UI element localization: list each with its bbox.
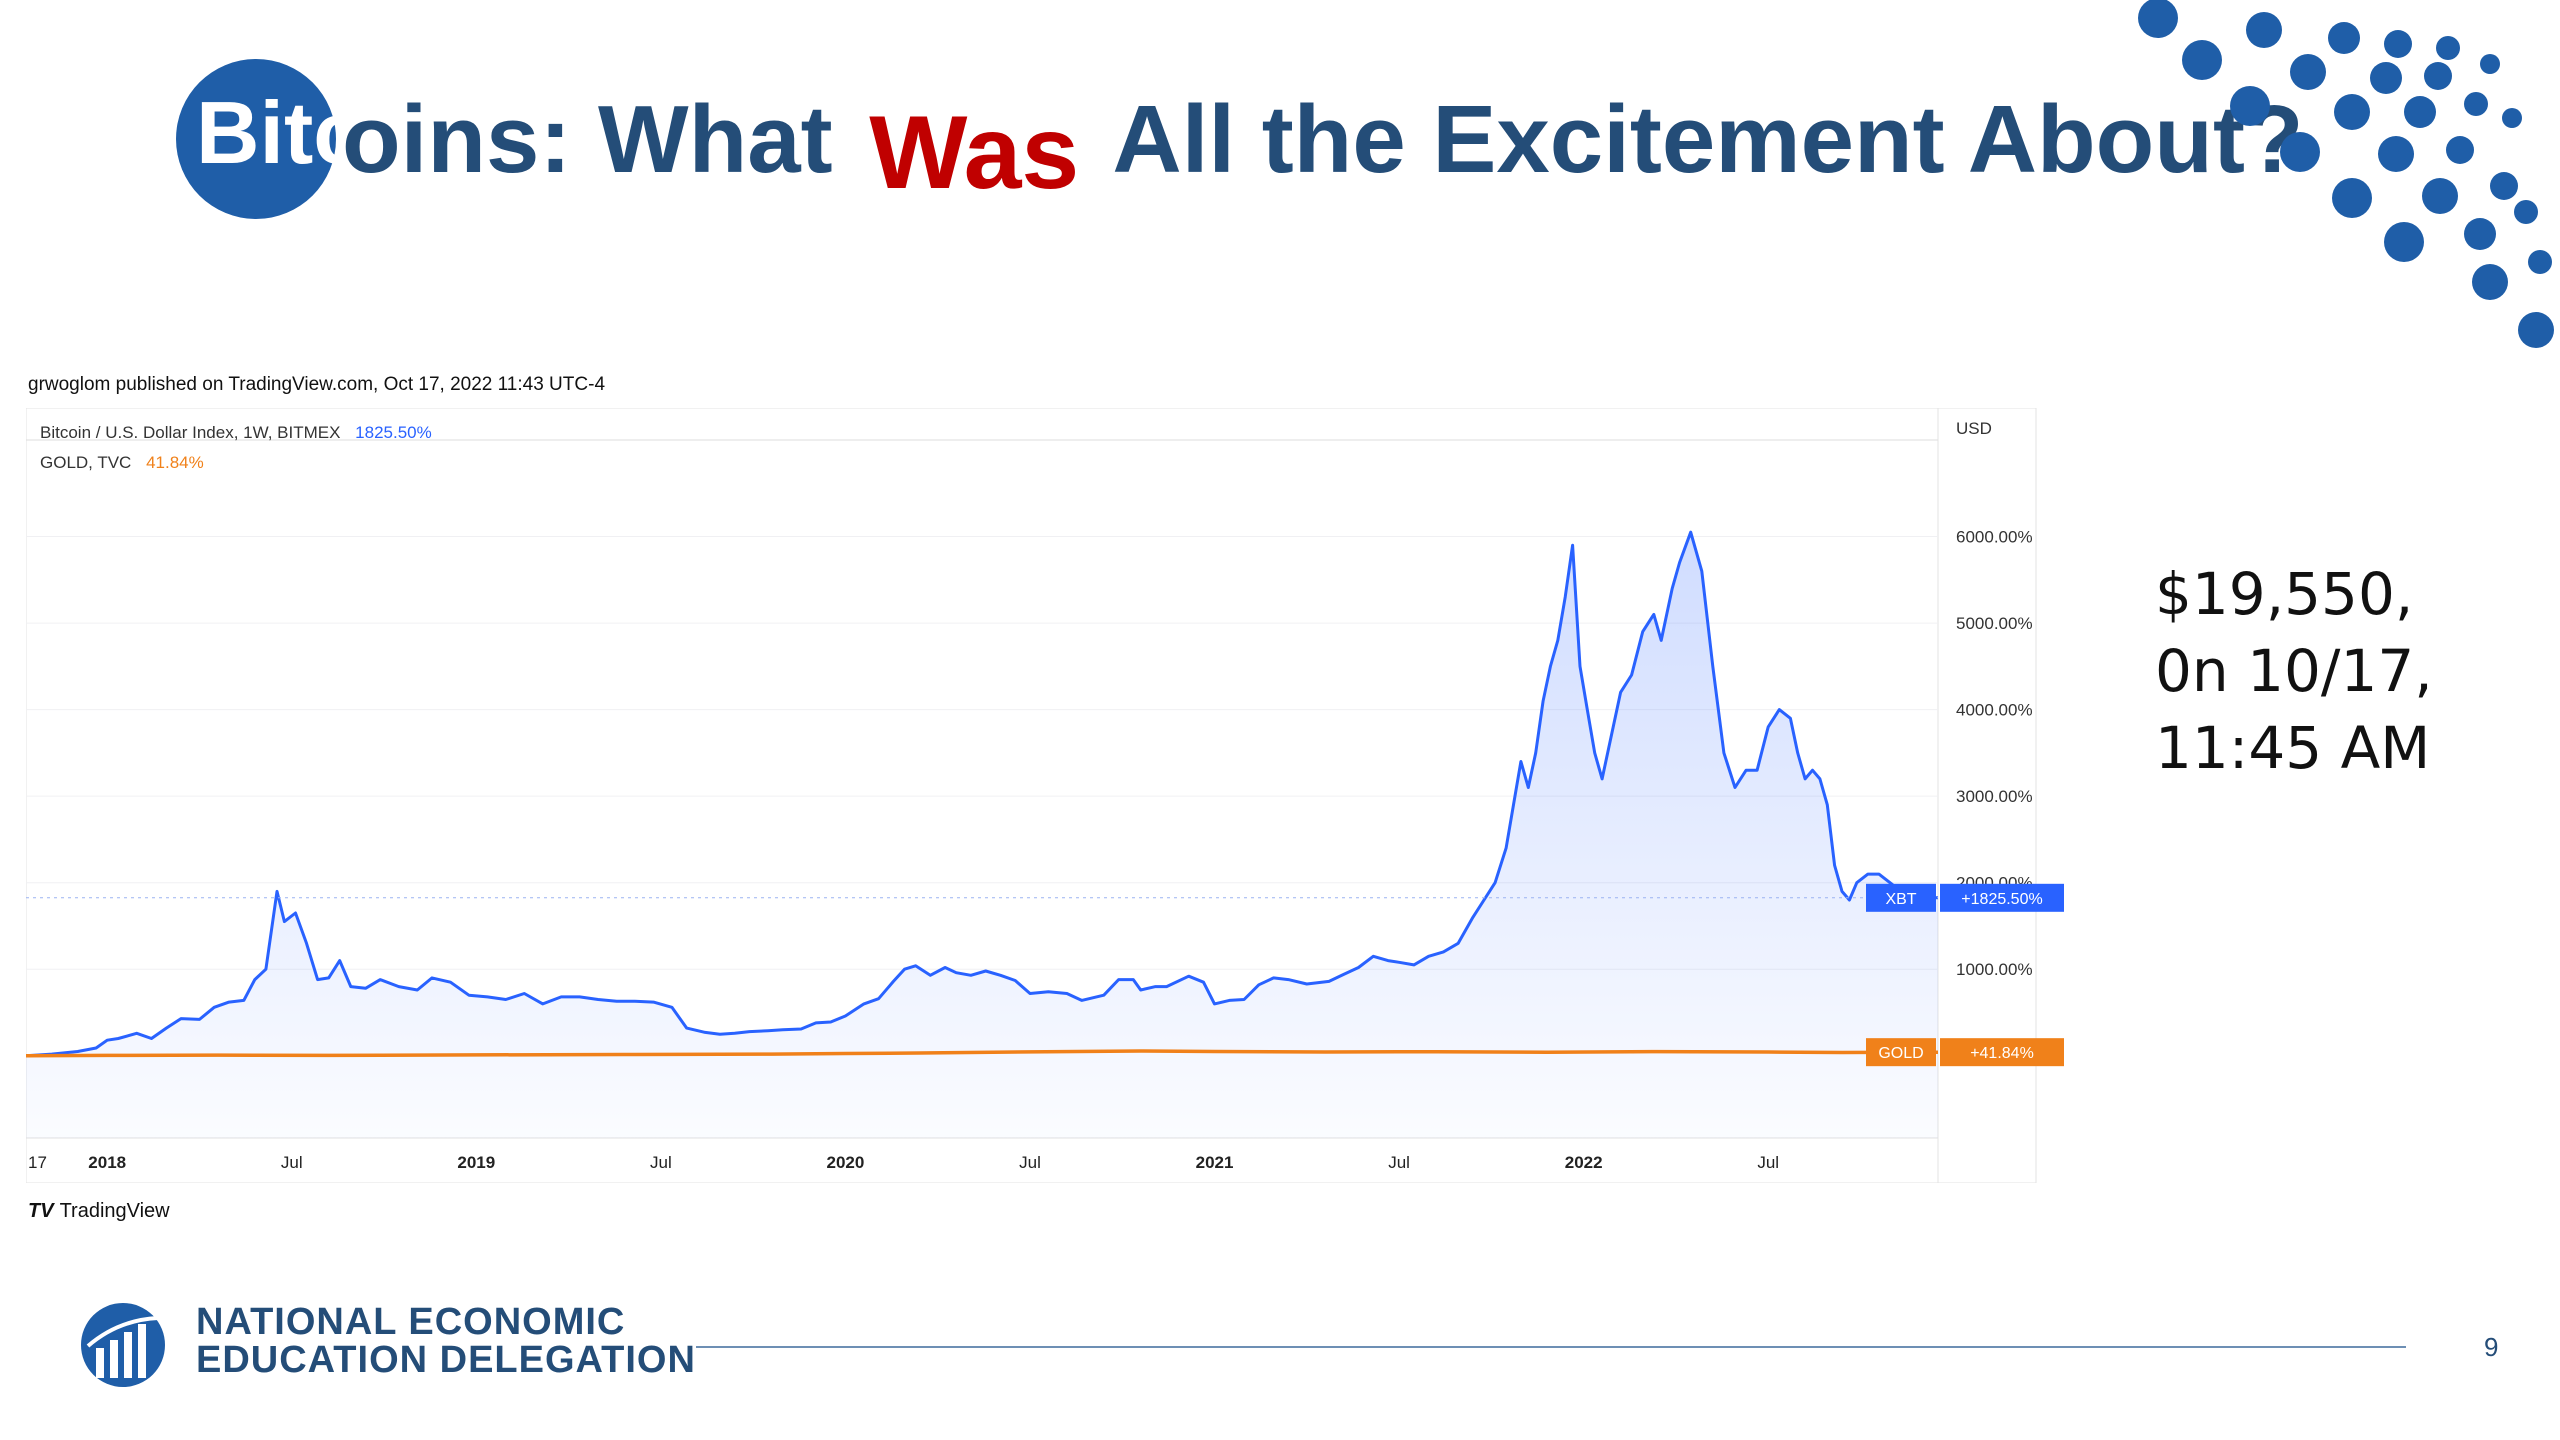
currency-label: USD [1956,419,1992,438]
decorative-dot [2528,250,2552,274]
footer-divider [696,1346,2406,1348]
decorative-dot [2518,312,2554,348]
y-tick-label: 3000.00% [1956,787,2033,806]
footer-org-line-1: NATIONAL ECONOMIC [196,1301,626,1343]
decorative-dot [2370,62,2402,94]
price-chart: 1000.00%2000.00%3000.00%4000.00%5000.00%… [26,408,2064,1183]
decorative-dot [2424,62,2452,90]
price-note-line-2: 0n 10/17, [2155,637,2433,705]
x-tick-label: 2018 [88,1153,126,1172]
footer-org-line-2: EDUCATION DELEGATION [196,1339,696,1381]
tradingview-logo: TV TradingView [28,1200,170,1223]
decorative-dot [2290,54,2326,90]
legend-xbt: Bitcoin / U.S. Dollar Index, 1W, BITMEX … [40,423,432,443]
series-value-label-xbt: +1825.50% [1961,891,2042,908]
x-tick-label: Jul [281,1153,303,1172]
decorative-dot [2334,94,2370,130]
x-tick-label: Jul [1019,1153,1041,1172]
y-tick-label: 1000.00% [1956,960,2033,979]
title-logo-text: Bitc [196,83,363,182]
decorative-dot [2182,40,2222,80]
decorative-dot [2502,108,2522,128]
series-value-box-gold [1940,1038,2064,1067]
x-tick-label: 2021 [1196,1153,1234,1172]
slide-title: oins: What Was All the Excitement About? [342,78,2304,211]
decorative-dot [2404,96,2436,128]
title-start: oins: What [342,86,833,193]
x-tick-label: 2019 [457,1153,495,1172]
decorative-dot [2378,136,2414,172]
x-tick-label: Jul [650,1153,672,1172]
need-logo-icon [81,1303,165,1387]
legend-gold-value: 41.84% [146,453,204,472]
series-tag-gold [1866,1038,1936,1067]
decorative-dot [2246,12,2282,48]
chart-publisher-line: grwoglom published on TradingView.com, O… [28,374,606,395]
y-tick-label: 6000.00% [1956,528,2033,547]
decorative-dot [2230,86,2270,126]
decorative-dots [2138,0,2554,348]
series-area-xbt [26,532,1938,1138]
price-note-line-1: $19,550, [2155,560,2414,628]
decorative-dot [2464,92,2488,116]
decorative-dot [2384,30,2412,58]
series-line-gold [26,1049,1939,1058]
decorative-dot [2422,178,2458,214]
decorative-dot [2514,200,2538,224]
decorative-dot [2138,0,2178,38]
decorative-dot [2446,136,2474,164]
series-value-box-xbt [1940,883,2064,912]
decorative-dot [2490,172,2518,200]
price-note-line-3: 11:45 AM [2155,714,2431,782]
series-line-xbt [26,530,1939,1058]
decorative-dot [2464,218,2496,250]
legend-xbt-name: Bitcoin / U.S. Dollar Index, 1W, BITMEX [40,423,341,442]
x-tick-label: 2020 [827,1153,865,1172]
y-tick-label: 4000.00% [1956,701,2033,720]
decorative-dot [2472,264,2508,300]
legend-xbt-value: 1825.50% [355,423,432,442]
footer-organization: NATIONAL ECONOMIC EDUCATION DELEGATION [196,1303,696,1379]
decorative-dot [2332,178,2372,218]
x-tick-label: Jul [1757,1153,1779,1172]
title-emphasis: Was [869,95,1080,211]
x-tick-label: 2022 [1565,1153,1603,1172]
legend-gold-name: GOLD, TVC [40,453,132,472]
tradingview-label: TradingView [59,1200,170,1222]
y-tick-label: 5000.00% [1956,614,2033,633]
page-number: 9 [2484,1332,2499,1362]
price-note: $19,550, 0n 10/17, 11:45 AM [2155,556,2433,787]
title-end: All the Excitement About? [1112,86,2304,193]
decorative-dot [2436,36,2460,60]
x-tick-label: 17 [28,1153,47,1172]
series-tag-xbt [1866,883,1936,912]
legend-gold: GOLD, TVC 41.84% [40,453,204,473]
decorative-dot [2280,132,2320,172]
decorative-dot [2384,222,2424,262]
series-value-label-gold: +41.84% [1970,1045,2034,1062]
decorative-dot [2480,54,2500,74]
x-tick-label: Jul [1388,1153,1410,1172]
title-logo-circle [176,59,336,219]
chart-panel: 1000.00% 2000.00% 3000.00% 4000.00% 5000.00%… [26,408,2066,1183]
series-tag-label-xbt: XBT [1885,891,1916,908]
tradingview-mark-icon: TV [28,1200,54,1222]
series-tag-label-gold: GOLD [1878,1045,1923,1062]
decorative-dot [2328,22,2360,54]
